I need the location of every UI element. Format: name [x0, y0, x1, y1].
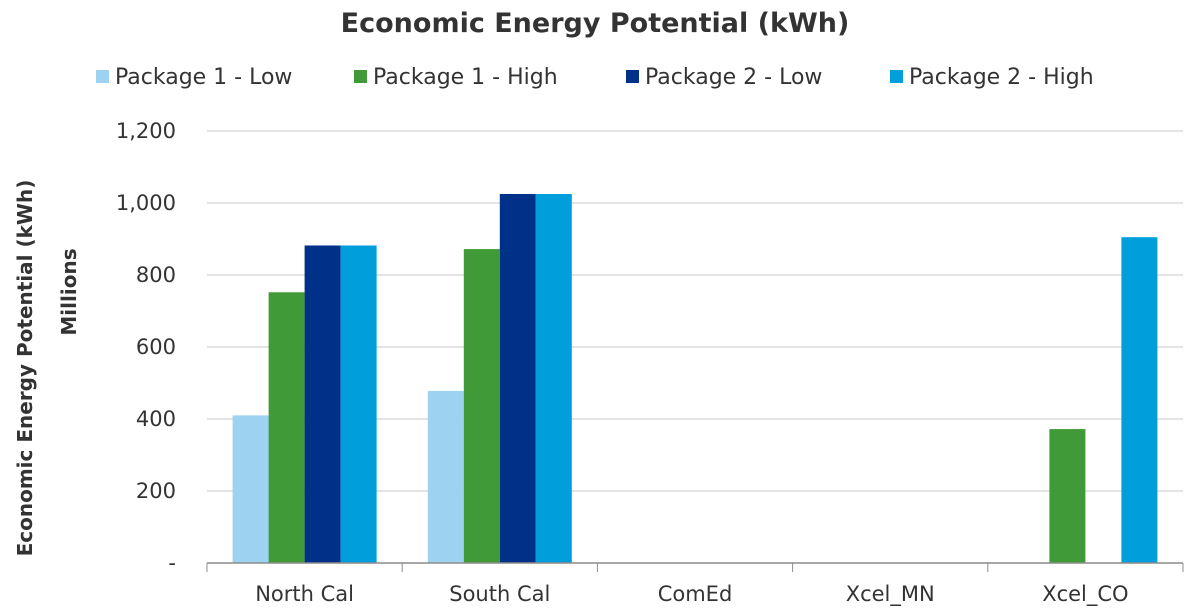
x-axis-ticks: North Cal South Cal ComEd Xcel_MN Xcel_CO: [206, 563, 1184, 607]
y-tick-label: 1,000: [116, 191, 176, 215]
bar-package-2-high-xcel-co: [1121, 237, 1158, 563]
x-tick-label: North Cal: [255, 582, 354, 606]
legend-swatch: [96, 70, 109, 83]
y-tick-label: 1,200: [116, 119, 176, 143]
x-tick-label: Xcel_CO: [1042, 582, 1128, 607]
legend-label: Package 2 - High: [909, 65, 1094, 90]
bars: [232, 194, 1158, 564]
bar-package-1-low-north-cal: [232, 415, 269, 563]
bar-package-1-high-north-cal: [268, 292, 305, 563]
legend-label: Package 1 - Low: [115, 65, 292, 90]
bar-package-1-low-south-cal: [427, 390, 464, 563]
bar-package-2-low-north-cal: [304, 245, 341, 564]
legend-swatch: [354, 70, 367, 83]
y-tick-label: 400: [136, 407, 176, 431]
x-tick-label: ComEd: [658, 582, 733, 606]
chart-title: Economic Energy Potential (kWh): [341, 8, 850, 39]
bar-package-1-high-south-cal: [463, 249, 500, 563]
legend: Package 1 - Low Package 1 - High Package 2…: [96, 65, 1094, 90]
bar-package-1-high-xcel-co: [1049, 429, 1086, 563]
legend-item: Package 1 - High: [354, 65, 558, 90]
legend-item: Package 1 - Low: [96, 65, 292, 90]
bar-package-2-high-north-cal: [340, 245, 377, 564]
legend-item: Package 2 - High: [890, 65, 1094, 90]
legend-swatch: [626, 70, 639, 83]
y-tick-label: -: [168, 551, 176, 575]
x-tick-label: Xcel_MN: [846, 582, 935, 607]
x-tick-label: South Cal: [449, 582, 550, 606]
y-axis-title: Economic Energy Potential (kWh): [13, 180, 37, 557]
y-axis-ticks: - 200 400 600 800 1,000 1,200: [116, 119, 176, 575]
bar-package-2-low-south-cal: [499, 194, 536, 563]
bar-package-2-high-south-cal: [535, 194, 572, 563]
y-tick-label: 200: [136, 479, 176, 503]
y-tick-label: 600: [136, 335, 176, 359]
legend-label: Package 2 - Low: [645, 65, 822, 90]
y-axis-units: Millions: [57, 248, 81, 335]
y-tick-label: 800: [136, 263, 176, 287]
legend-swatch: [890, 70, 903, 83]
legend-item: Package 2 - Low: [626, 65, 822, 90]
legend-label: Package 1 - High: [373, 65, 558, 90]
